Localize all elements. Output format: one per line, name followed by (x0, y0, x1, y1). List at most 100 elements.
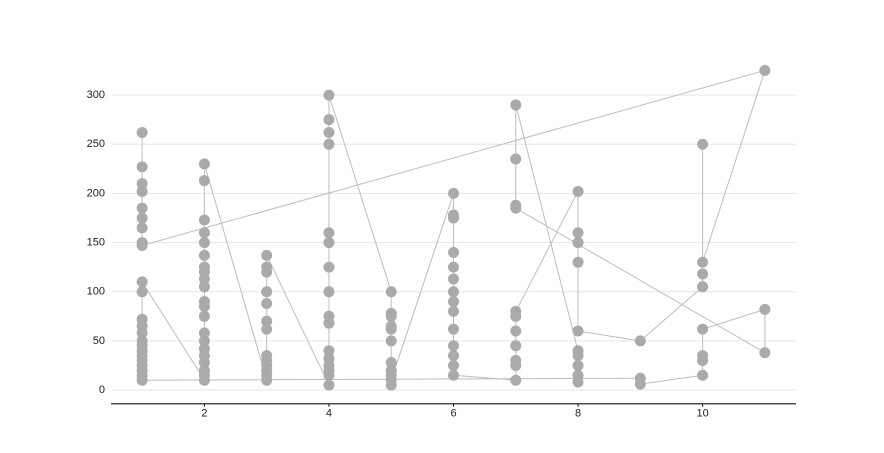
data-point (323, 114, 335, 126)
data-point (510, 199, 522, 211)
data-point (448, 350, 459, 362)
data-point (261, 315, 273, 327)
data-point (323, 345, 335, 357)
data-point (198, 227, 210, 239)
data-point (759, 347, 771, 359)
data-point (136, 374, 148, 386)
data-point (136, 185, 148, 197)
data-point (697, 281, 709, 293)
data-point (510, 359, 522, 371)
data-point (385, 320, 397, 332)
y-tick-label: 100 (87, 286, 105, 298)
y-tick-label: 250 (87, 138, 105, 150)
data-point (448, 209, 459, 221)
data-point (448, 261, 459, 273)
data-point (323, 379, 335, 391)
data-point (261, 374, 273, 386)
data-point (759, 65, 771, 77)
x-tick-label: 4 (326, 408, 332, 420)
data-point (697, 323, 709, 335)
x-tick-label: 8 (575, 408, 581, 420)
data-point (759, 303, 771, 315)
data-point (198, 214, 210, 226)
data-point (510, 153, 522, 165)
y-tick-label: 300 (87, 89, 105, 101)
data-point (323, 317, 335, 329)
data-point (323, 237, 335, 249)
data-point (323, 286, 335, 298)
data-point (198, 300, 210, 312)
data-point (448, 305, 459, 317)
data-point (448, 340, 459, 352)
data-point (448, 187, 459, 199)
data-point (136, 240, 148, 252)
data-point (136, 178, 148, 190)
data-point (198, 374, 210, 386)
data-point (385, 335, 397, 347)
data-point (510, 374, 522, 386)
data-point (198, 281, 210, 293)
data-point (323, 138, 335, 150)
data-point (261, 249, 273, 261)
data-point (448, 369, 459, 381)
data-point (136, 161, 148, 173)
data-point (261, 266, 273, 278)
data-point (697, 138, 709, 150)
y-tick-label: 0 (99, 384, 105, 396)
x-tick-label: 6 (450, 408, 456, 420)
data-point (323, 126, 335, 138)
data-point (572, 376, 584, 388)
data-point (448, 296, 459, 308)
data-point (136, 126, 148, 138)
data-point (136, 327, 148, 339)
data-point (198, 357, 210, 369)
x-tick-label: 10 (696, 408, 708, 420)
data-point (510, 310, 522, 322)
data-point (448, 246, 459, 258)
data-point (198, 249, 210, 261)
data-point (323, 261, 335, 273)
data-point (385, 286, 397, 298)
data-point (510, 340, 522, 352)
data-point (385, 357, 397, 369)
data-point (634, 335, 646, 347)
data-point (572, 359, 584, 371)
data-point (198, 310, 210, 322)
data-point (136, 286, 148, 298)
data-point (572, 325, 584, 337)
data-point (136, 202, 148, 214)
data-point (136, 222, 148, 234)
data-point (510, 99, 522, 111)
data-point (510, 325, 522, 337)
data-point (448, 286, 459, 298)
y-tick-label: 150 (87, 236, 105, 248)
data-point (697, 256, 709, 268)
data-point (323, 369, 335, 381)
data-point (198, 327, 210, 339)
data-point (198, 158, 210, 170)
data-point (136, 212, 148, 224)
data-point (697, 268, 709, 280)
data-point (261, 286, 273, 298)
data-point (448, 359, 459, 371)
series-line (141, 69, 766, 386)
data-point (323, 227, 335, 239)
data-point (136, 276, 148, 288)
data-point (448, 273, 459, 285)
data-point (198, 237, 210, 249)
data-point (261, 298, 273, 310)
data-point (198, 335, 210, 347)
data-point (572, 237, 584, 249)
data-point (385, 364, 397, 376)
x-tick-label: 2 (201, 408, 207, 420)
data-point (572, 350, 584, 362)
data-point (697, 369, 709, 381)
data-point (385, 307, 397, 319)
data-point (572, 185, 584, 197)
data-point (198, 273, 210, 285)
y-tick-label: 50 (93, 335, 105, 347)
data-point (572, 256, 584, 268)
data-point (634, 378, 646, 390)
